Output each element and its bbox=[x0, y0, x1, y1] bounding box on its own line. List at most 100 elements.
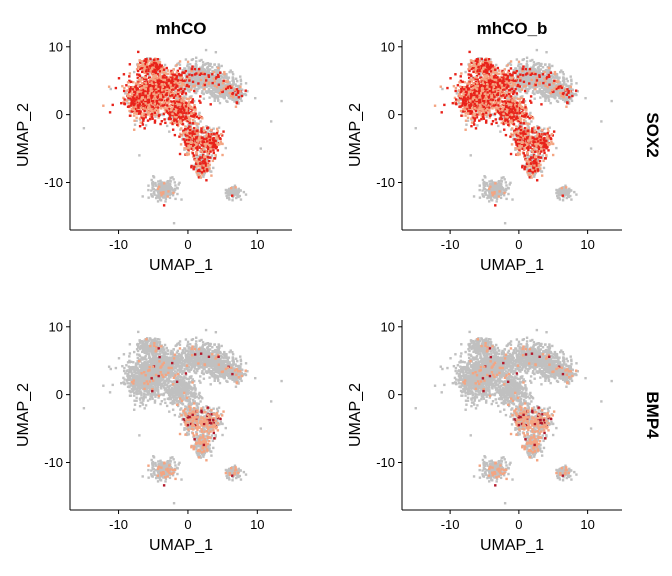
expressing-cell-point bbox=[187, 146, 190, 150]
cell-point bbox=[160, 185, 163, 189]
expressing-cell-point bbox=[230, 186, 233, 190]
expressing-cell-point bbox=[149, 64, 152, 68]
expressing-cell-point bbox=[179, 110, 183, 113]
expressing-cell-point bbox=[146, 67, 150, 70]
expressing-cell-point bbox=[139, 110, 142, 113]
cell-point bbox=[197, 172, 200, 175]
cell-point bbox=[195, 168, 198, 171]
expressing-cell-point bbox=[182, 138, 185, 141]
expressing-cell-point bbox=[137, 50, 140, 54]
cell-point bbox=[198, 80, 202, 84]
cell-point bbox=[548, 81, 551, 84]
expressing-cell-point bbox=[174, 78, 177, 81]
expressing-cell-point bbox=[200, 127, 203, 130]
expressing-cell-point bbox=[184, 125, 187, 128]
expressing-cell-point bbox=[157, 83, 161, 86]
cell-point bbox=[511, 89, 514, 92]
expressing-cell-point bbox=[178, 152, 182, 156]
expressing-cell-point bbox=[165, 110, 169, 113]
expressing-cell-point bbox=[140, 116, 143, 119]
expressing-cell-point bbox=[194, 127, 198, 130]
expressing-cell-point bbox=[160, 98, 164, 101]
expressing-cell-point bbox=[129, 94, 132, 98]
cell-point bbox=[479, 74, 482, 77]
cell-point bbox=[543, 95, 547, 98]
cell-point bbox=[546, 79, 550, 83]
expressing-cell-point bbox=[155, 60, 158, 63]
expressing-cell-point bbox=[171, 128, 175, 131]
expressing-cell-point bbox=[201, 140, 204, 143]
expressing-cell-point bbox=[144, 92, 147, 95]
expressing-cell-point bbox=[203, 138, 207, 141]
expressing-cell-point bbox=[150, 110, 154, 113]
expressing-cell-point bbox=[182, 97, 185, 100]
expressing-cell-point bbox=[150, 109, 154, 112]
expressing-cell-point bbox=[199, 164, 202, 168]
y-tick-label: 10 bbox=[49, 39, 63, 54]
expressing-cell-point bbox=[160, 102, 163, 106]
expressing-cell-point bbox=[214, 146, 217, 149]
expressing-cell-point bbox=[187, 85, 191, 88]
expressing-cell-point bbox=[122, 73, 126, 76]
cell-point bbox=[548, 63, 551, 66]
cell-point bbox=[520, 82, 524, 85]
expressing-cell-point bbox=[178, 107, 181, 110]
expressing-cell-point bbox=[193, 104, 196, 107]
cell-point bbox=[243, 92, 247, 96]
cell-point bbox=[517, 63, 521, 66]
cell-point bbox=[213, 99, 216, 103]
expressing-cell-point bbox=[189, 105, 192, 108]
expressing-cell-point bbox=[147, 103, 150, 106]
expressing-cell-point bbox=[187, 138, 191, 142]
expressing-cell-point bbox=[160, 120, 164, 123]
expressing-cell-point bbox=[189, 88, 193, 91]
cell-point bbox=[148, 74, 151, 77]
expressing-cell-point bbox=[163, 71, 166, 74]
expressing-cell-point bbox=[235, 93, 238, 96]
cell-point bbox=[202, 135, 206, 138]
expressing-cell-point bbox=[128, 89, 132, 92]
cell-point bbox=[547, 96, 550, 100]
cell-point bbox=[196, 127, 200, 130]
cell-point bbox=[209, 62, 212, 66]
expressing-cell-point bbox=[159, 191, 163, 194]
expressing-cell-point bbox=[193, 67, 197, 71]
cell-point bbox=[187, 82, 191, 85]
cell-point bbox=[221, 93, 225, 96]
expressing-cell-point bbox=[159, 95, 163, 98]
expressing-cell-point bbox=[196, 169, 200, 173]
expressing-cell-point bbox=[114, 86, 118, 90]
expressing-cell-point bbox=[151, 117, 154, 120]
cell-point bbox=[205, 72, 208, 75]
expressing-cell-point bbox=[136, 69, 140, 73]
expressing-cell-point bbox=[170, 69, 173, 73]
expressing-cell-point bbox=[162, 75, 165, 78]
cell-point bbox=[147, 196, 150, 199]
cell-point bbox=[165, 124, 169, 128]
cell-point bbox=[223, 93, 227, 97]
cell-point bbox=[242, 190, 246, 194]
cell-point bbox=[239, 198, 243, 201]
expressing-cell-point bbox=[223, 70, 226, 74]
expressing-cell-point bbox=[151, 85, 154, 88]
cell-point bbox=[147, 188, 150, 192]
expressing-cell-point bbox=[132, 88, 136, 91]
cell-point bbox=[155, 184, 158, 187]
cell-point bbox=[202, 173, 206, 176]
cell-point bbox=[527, 84, 531, 87]
expressing-cell-point bbox=[143, 90, 147, 93]
cell-point bbox=[210, 154, 214, 157]
expressing-cell-point bbox=[195, 161, 198, 165]
expressing-cell-point bbox=[208, 163, 211, 166]
cell-point bbox=[193, 78, 197, 81]
cell-point bbox=[207, 77, 210, 81]
cell-point bbox=[466, 119, 470, 122]
expressing-cell-point bbox=[161, 89, 164, 92]
expressing-cell-point bbox=[163, 103, 166, 107]
expressing-cell-point bbox=[186, 109, 190, 112]
cell-point bbox=[167, 95, 171, 98]
expressing-cell-point bbox=[212, 136, 215, 140]
expressing-cell-point bbox=[212, 77, 216, 80]
cell-point bbox=[219, 74, 222, 78]
